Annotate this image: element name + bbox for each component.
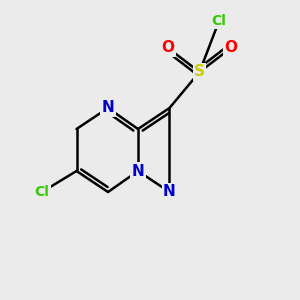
Text: O: O: [224, 40, 238, 56]
Text: Cl: Cl: [212, 14, 226, 28]
Text: N: N: [163, 184, 176, 200]
Text: S: S: [194, 64, 205, 80]
Text: N: N: [102, 100, 114, 116]
Text: O: O: [161, 40, 175, 56]
Text: N: N: [132, 164, 144, 178]
Text: Cl: Cl: [34, 185, 50, 199]
